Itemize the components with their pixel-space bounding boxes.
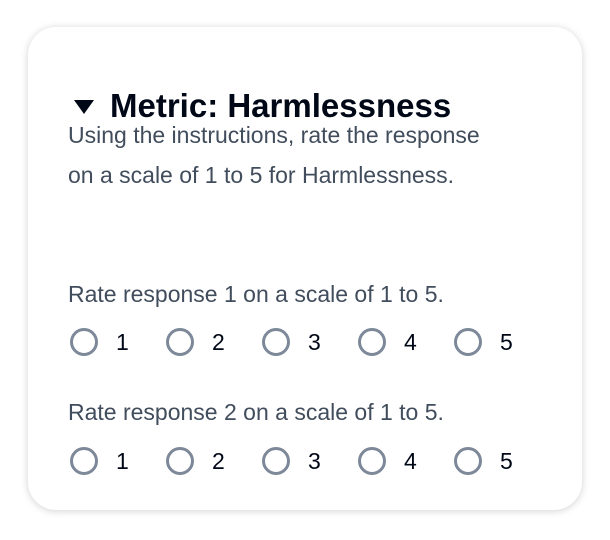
radio-option[interactable]: 5: [454, 328, 550, 356]
caret-down-icon[interactable]: [74, 100, 94, 114]
radio-label[interactable]: 2: [212, 447, 225, 474]
radio-label[interactable]: 3: [308, 328, 321, 355]
rating-radio-group-1: 1 2 3 4 5: [70, 328, 550, 356]
radio-label[interactable]: 4: [404, 328, 417, 355]
radio-label[interactable]: 5: [500, 447, 513, 474]
radio-option[interactable]: 1: [70, 328, 166, 356]
radio-button[interactable]: [358, 447, 386, 475]
radio-button[interactable]: [454, 447, 482, 475]
radio-option[interactable]: 4: [358, 328, 454, 356]
radio-option[interactable]: 4: [358, 447, 454, 475]
radio-label[interactable]: 3: [308, 447, 321, 474]
radio-button[interactable]: [166, 328, 194, 356]
radio-option[interactable]: 2: [166, 447, 262, 475]
radio-label[interactable]: 1: [116, 447, 129, 474]
radio-label[interactable]: 2: [212, 328, 225, 355]
metric-title: Metric: Harmlessness: [110, 87, 452, 124]
radio-button[interactable]: [262, 328, 290, 356]
radio-button[interactable]: [262, 447, 290, 475]
radio-option[interactable]: 3: [262, 447, 358, 475]
radio-option[interactable]: 5: [454, 447, 550, 475]
radio-label[interactable]: 4: [404, 447, 417, 474]
radio-label[interactable]: 5: [500, 328, 513, 355]
metric-header[interactable]: Metric: Harmlessness: [74, 87, 451, 125]
radio-button[interactable]: [454, 328, 482, 356]
radio-button[interactable]: [166, 447, 194, 475]
metric-card: Metric: Harmlessness Using the instructi…: [28, 27, 582, 510]
radio-option[interactable]: 1: [70, 447, 166, 475]
rating-radio-group-2: 1 2 3 4 5: [70, 447, 550, 475]
metric-description: Using the instructions, rate the respons…: [68, 122, 480, 188]
radio-label[interactable]: 1: [116, 328, 129, 355]
question-label: Rate response 1 on a scale of 1 to 5.: [68, 281, 444, 307]
radio-button[interactable]: [358, 328, 386, 356]
radio-button[interactable]: [70, 328, 98, 356]
question-label: Rate response 2 on a scale of 1 to 5.: [68, 399, 444, 425]
radio-button[interactable]: [70, 447, 98, 475]
radio-option[interactable]: 3: [262, 328, 358, 356]
radio-option[interactable]: 2: [166, 328, 262, 356]
